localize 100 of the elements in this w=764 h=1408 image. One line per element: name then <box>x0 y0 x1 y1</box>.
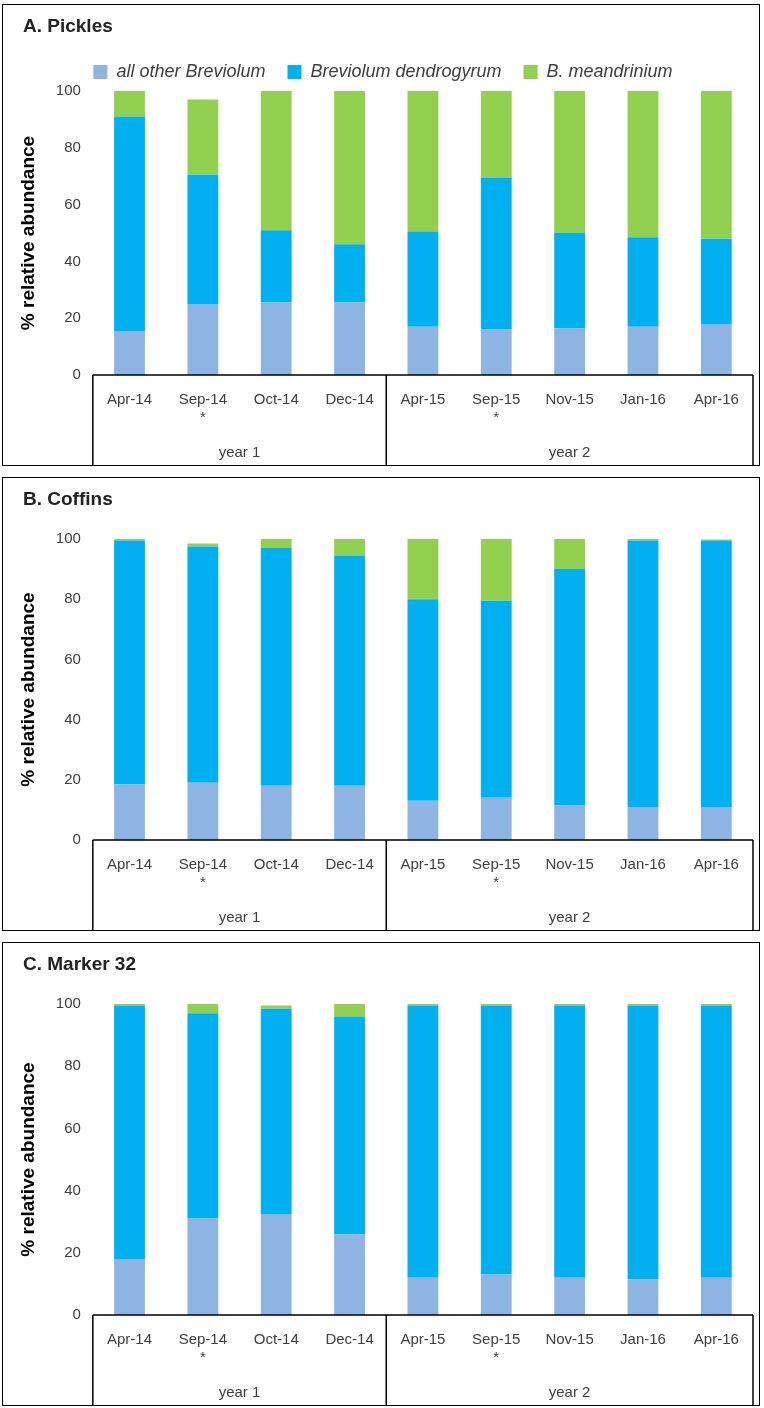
bar <box>480 539 512 601</box>
bar <box>407 91 439 232</box>
bar <box>480 329 512 375</box>
bar <box>627 1279 659 1315</box>
bar <box>407 800 439 840</box>
x-tick-label: Dec-14 <box>325 390 374 408</box>
bar <box>480 177 512 330</box>
y-axis-title: % relative abundance <box>16 1062 38 1257</box>
bar <box>334 785 365 840</box>
y-tick-label: 40 <box>64 1180 81 1198</box>
bar <box>700 91 732 239</box>
bar <box>187 543 219 547</box>
bar <box>407 231 439 327</box>
bar <box>480 1005 512 1275</box>
bar <box>114 540 145 785</box>
bar <box>114 1005 145 1260</box>
bar <box>407 599 439 801</box>
x-tick-label: Sep-15 * <box>472 1330 521 1366</box>
x-tick-label: Nov-15 <box>545 390 594 408</box>
y-tick-label: 0 <box>72 1305 81 1323</box>
bar <box>334 555 365 786</box>
x-tick-label: Apr-16 <box>693 855 739 873</box>
bar <box>700 238 732 324</box>
bar <box>700 806 732 840</box>
bar <box>260 1008 292 1214</box>
bar <box>480 1274 512 1315</box>
x-tick-label: Apr-15 <box>400 855 446 873</box>
x-tick-label: Dec-14 <box>325 1330 374 1348</box>
chart-title: C. Marker 32 <box>23 953 137 975</box>
bar <box>480 91 512 178</box>
bar <box>627 540 659 807</box>
bar <box>554 1277 586 1315</box>
text: year 2 <box>548 443 591 460</box>
y-tick-label: 100 <box>55 529 81 547</box>
x-tick-label: Apr-15 <box>400 390 446 408</box>
bar <box>334 91 365 245</box>
y-tick-label: 20 <box>64 308 81 326</box>
bar <box>627 237 659 327</box>
y-axis-title: % relative abundance <box>16 592 38 787</box>
y-tick-label: 60 <box>64 649 81 667</box>
bar <box>554 1005 586 1278</box>
bar <box>260 91 292 231</box>
x-tick-label: Apr-14 <box>106 855 153 873</box>
text: year 1 <box>218 908 261 925</box>
bar <box>334 1234 365 1315</box>
x-tick-label: Nov-15 <box>545 1330 594 1348</box>
y-tick-label: 80 <box>64 589 81 607</box>
bar <box>114 91 145 117</box>
text: year 1 <box>218 1383 261 1400</box>
text: year 2 <box>548 908 591 925</box>
x-tick-label: Jan-16 <box>620 1330 666 1348</box>
text: year 2 <box>548 1383 591 1400</box>
x-tick-label: Apr-16 <box>693 390 739 408</box>
bar <box>627 91 659 238</box>
y-tick-label: 0 <box>72 365 81 383</box>
chart-title: B. Coffins <box>23 488 113 510</box>
bar <box>554 328 586 375</box>
y-tick-label: 20 <box>64 769 81 787</box>
bar <box>260 302 292 375</box>
legend-label: Breviolum dendrogyrum <box>310 61 502 81</box>
bar <box>700 1277 732 1315</box>
y-tick-label: 40 <box>64 251 81 269</box>
bar <box>114 116 145 331</box>
x-tick-label: Apr-14 <box>106 390 153 408</box>
bar <box>407 326 439 375</box>
x-tick-label: Sep-14 * <box>178 855 228 891</box>
bar <box>334 244 365 303</box>
bar <box>407 1005 439 1278</box>
bar <box>114 330 145 375</box>
x-tick-label: Nov-15 <box>545 855 594 873</box>
bar <box>554 233 586 329</box>
y-tick-label: 100 <box>55 81 81 99</box>
bar <box>334 302 365 375</box>
y-tick-label: 0 <box>72 830 81 848</box>
x-tick-label: Oct-14 <box>253 1330 299 1348</box>
x-tick-label: Sep-14 * <box>178 390 228 426</box>
x-tick-label: Sep-15 * <box>472 855 521 891</box>
y-tick-label: 100 <box>55 994 81 1012</box>
bar <box>700 323 732 375</box>
bar <box>260 539 292 549</box>
bar <box>407 1277 439 1315</box>
x-tick-label: Sep-14 * <box>178 1330 228 1366</box>
x-tick-label: Apr-16 <box>693 1330 739 1348</box>
bar <box>700 1005 732 1278</box>
bar <box>260 230 292 303</box>
legend-label: all other Breviolum <box>116 61 266 81</box>
x-tick-label: Apr-15 <box>400 1330 446 1348</box>
bar <box>187 1004 219 1014</box>
bar <box>334 539 365 556</box>
x-tick-label: Dec-14 <box>325 855 374 873</box>
bar <box>260 1213 292 1315</box>
bar <box>700 540 732 807</box>
x-tick-label: Apr-14 <box>106 1330 153 1348</box>
x-tick-label: Jan-16 <box>620 855 666 873</box>
chart-title: A. Pickles <box>23 15 113 37</box>
y-tick-label: 80 <box>64 137 81 155</box>
bar <box>334 1016 365 1235</box>
bar <box>554 805 586 840</box>
bar <box>480 600 512 798</box>
bar <box>627 806 659 840</box>
